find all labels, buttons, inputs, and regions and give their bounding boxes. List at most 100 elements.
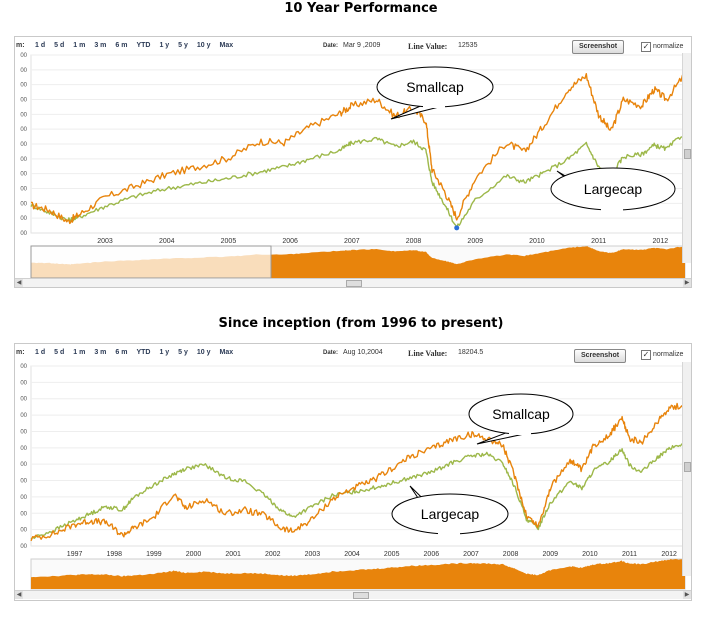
x-tick-label: 2009 [542, 551, 558, 558]
y-tick-label: 00 [20, 83, 27, 89]
scroll-grip[interactable] [346, 280, 362, 287]
range-ytd-button[interactable]: YTD [136, 349, 151, 356]
y-tick-label: 00 [20, 53, 27, 59]
normalize-label: normalize [653, 351, 684, 358]
range-10y-button[interactable]: 10 y [196, 349, 211, 356]
x-tick-label: 2005 [221, 238, 237, 245]
callout-smallcap-label: Smallcap [492, 406, 550, 422]
y-tick-label: 00 [20, 495, 27, 501]
line-value: 18204.5 [458, 349, 484, 356]
callout-smallcap: Smallcap [468, 393, 574, 445]
y-tick-label: 00 [20, 187, 27, 193]
scroll-grip[interactable] [353, 592, 369, 599]
x-tick-label: 2012 [653, 238, 669, 245]
x-tick-label: 2005 [384, 551, 400, 558]
range-1y-button[interactable]: 1 y [159, 42, 170, 49]
x-tick-label: 1999 [146, 551, 162, 558]
horizontal-scrollbar[interactable]: ◀ ▶ [15, 278, 691, 287]
series-line-smallcap [30, 402, 686, 542]
vertical-scrollbar-thumb[interactable] [684, 149, 691, 159]
range-5d-button[interactable]: 5 d [54, 42, 65, 49]
range-ytd-button[interactable]: YTD [136, 42, 151, 49]
x-tick-label: 2004 [159, 238, 175, 245]
callout-largecap-tail-mask [601, 206, 623, 211]
range-6m-button[interactable]: 6 m [115, 349, 128, 356]
date-label: Date: [323, 350, 339, 356]
vertical-scrollbar[interactable] [682, 53, 691, 263]
y-tick-label: 00 [20, 397, 27, 403]
range-1d-button[interactable]: 1 d [35, 42, 46, 49]
y-tick-label: 00 [20, 528, 27, 534]
callout-smallcap-label: Smallcap [406, 79, 464, 95]
y-tick-label: 00 [20, 112, 27, 118]
range-1d-button[interactable]: 1 d [35, 349, 46, 356]
x-tick-label: 2011 [591, 238, 606, 245]
chart-canvas: 00 00 00 00 00 00 00 00 00 00 00 00 1997 1998 1999 200… [20, 364, 686, 590]
range-max-button[interactable]: Max [219, 349, 234, 356]
range-3m-button[interactable]: 3 m [94, 42, 107, 49]
callout-largecap: Largecap [550, 167, 676, 211]
x-tick-label: 2007 [344, 238, 360, 245]
vertical-scrollbar-thumb[interactable] [684, 462, 691, 472]
range-max-button[interactable]: Max [219, 42, 234, 49]
y-tick-label: 00 [20, 511, 27, 517]
screenshot-button[interactable]: Screenshot [572, 40, 624, 54]
series-line-largecap [30, 442, 686, 540]
range-5y-button[interactable]: 5 y [178, 349, 188, 356]
range-buttons: 1 d 5 d 1 m 3 m 6 m YTD 1 y 5 y 10 y Max [35, 42, 242, 49]
y-tick-label: 00 [20, 479, 27, 485]
navigator-mask [31, 246, 271, 278]
range-1m-button[interactable]: 1 m [73, 349, 86, 356]
callout-smallcap-tail-mask [423, 103, 445, 108]
range-label: m: [16, 349, 25, 356]
x-tick-label: 2009 [467, 238, 483, 245]
x-tick-label: 2007 [463, 551, 479, 558]
normalize-checkbox[interactable]: ✓ [641, 350, 651, 360]
range-buttons: 1 d 5 d 1 m 3 m 6 m YTD 1 y 5 y 10 y Max [35, 349, 242, 356]
y-tick-label: 00 [20, 98, 27, 104]
x-tick-label: 1998 [106, 551, 122, 558]
chart-title-since-inception: Since inception (from 1996 to present) [218, 316, 504, 331]
plot-area [30, 365, 686, 547]
x-tick-label: 2011 [622, 551, 637, 558]
x-tick-label: 2012 [661, 551, 677, 558]
callout-largecap-tail-mask [438, 530, 460, 535]
x-tick-label: 2004 [344, 551, 360, 558]
chart-widget-since-inception: m: 1 d 5 d 1 m 3 m 6 m YTD 1 y 5 y 10 y … [14, 343, 692, 601]
x-tick-label: 2008 [406, 238, 422, 245]
y-tick-label: 00 [20, 142, 27, 148]
normalize-label: normalize [653, 43, 684, 50]
callout-largecap-label: Largecap [421, 506, 480, 522]
x-tick-label: 2010 [582, 551, 598, 558]
date-value: Aug 10,2004 [343, 349, 383, 356]
callout-largecap-label: Largecap [584, 181, 643, 197]
scroll-left-arrow[interactable]: ◀ [15, 279, 23, 287]
x-tick-label: 2003 [305, 551, 321, 558]
scroll-left-arrow[interactable]: ◀ [15, 591, 23, 599]
range-10y-button[interactable]: 10 y [196, 42, 211, 49]
range-5y-button[interactable]: 5 y [178, 42, 188, 49]
y-tick-label: 00 [20, 364, 27, 370]
vertical-scrollbar[interactable] [682, 362, 691, 576]
scroll-right-arrow[interactable]: ▶ [683, 591, 691, 599]
x-tick-label: 2002 [265, 551, 281, 558]
y-tick-label: 00 [20, 429, 27, 435]
date-label: Date: [323, 43, 339, 49]
range-1m-button[interactable]: 1 m [73, 42, 86, 49]
y-tick-label: 00 [20, 68, 27, 74]
y-tick-label: 00 [20, 157, 27, 163]
y-tick-label: 00 [20, 172, 27, 178]
y-tick-label: 00 [20, 127, 27, 133]
range-6m-button[interactable]: 6 m [115, 42, 128, 49]
normalize-checkbox[interactable]: ✓ [641, 42, 651, 52]
range-1y-button[interactable]: 1 y [159, 349, 170, 356]
horizontal-scrollbar[interactable]: ◀ ▶ [15, 590, 691, 599]
chart-toolbar: m: 1 d 5 d 1 m 3 m 6 m YTD 1 y 5 y 10 y … [15, 37, 691, 55]
scroll-right-arrow[interactable]: ▶ [683, 279, 691, 287]
callout-smallcap: Smallcap [376, 66, 494, 120]
range-3m-button[interactable]: 3 m [94, 349, 107, 356]
range-5d-button[interactable]: 5 d [54, 349, 65, 356]
screenshot-button[interactable]: Screenshot [574, 349, 626, 363]
x-tick-label: 2000 [186, 551, 202, 558]
x-tick-label: 2006 [424, 551, 440, 558]
